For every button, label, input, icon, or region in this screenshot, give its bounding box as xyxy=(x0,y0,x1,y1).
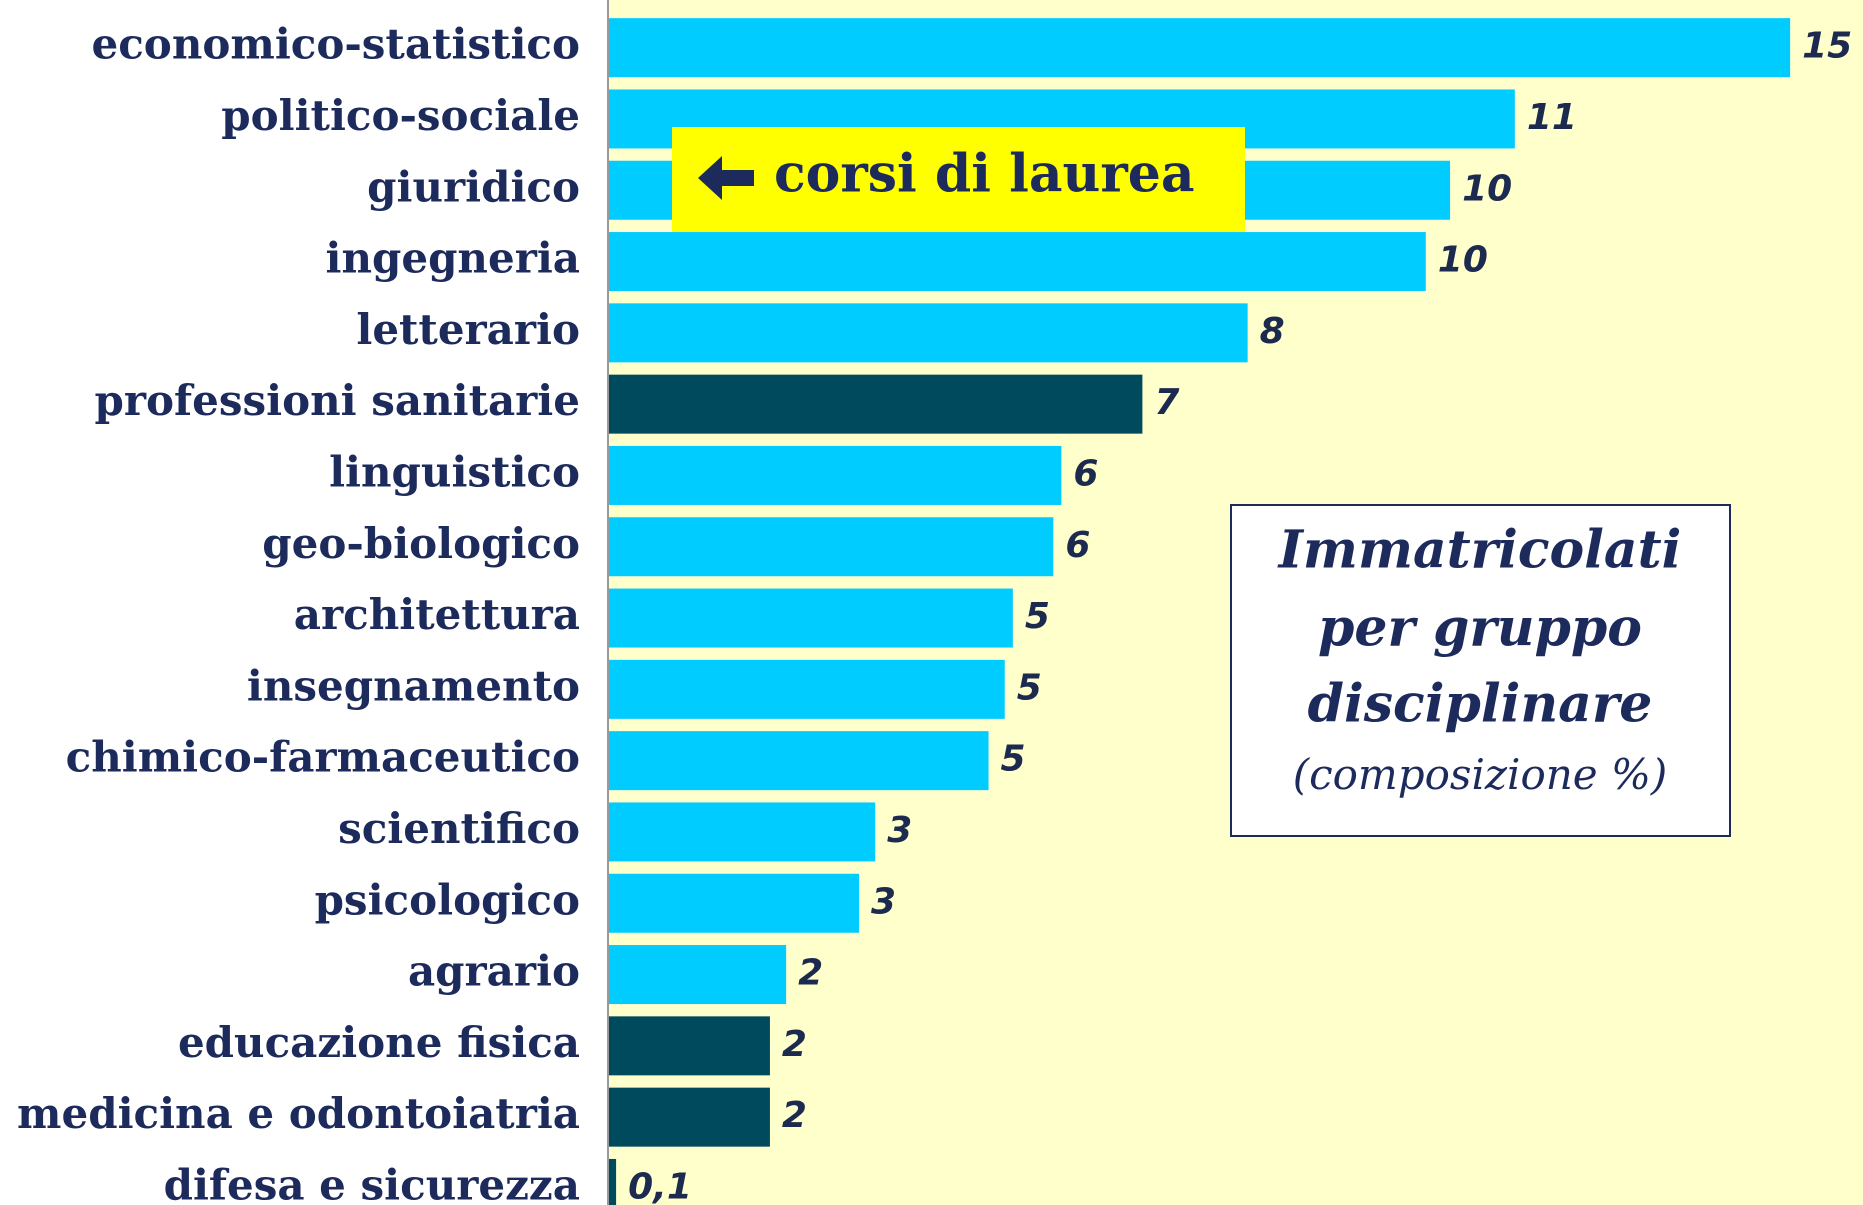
value-label: 3 xyxy=(887,810,912,851)
y-tick-label: educazione fisica xyxy=(178,1018,580,1067)
annotation: corsi di laurea xyxy=(672,127,1245,232)
y-tick-label: geo-biologico xyxy=(262,519,580,568)
value-label: 6 xyxy=(1065,525,1090,566)
value-label: 2 xyxy=(782,1095,807,1136)
bar xyxy=(608,232,1426,292)
y-tick-label: letterario xyxy=(356,305,580,354)
bar xyxy=(608,802,876,862)
bar xyxy=(608,517,1054,577)
bar xyxy=(608,588,1013,648)
bar xyxy=(608,445,1062,505)
bar xyxy=(608,873,859,933)
bar xyxy=(608,945,787,1005)
bar xyxy=(608,659,1005,719)
annotation-arrow xyxy=(698,156,754,200)
inset: Immatricolati per gruppo disciplinare (c… xyxy=(1230,504,1731,837)
y-tick-label: psicologico xyxy=(315,875,580,924)
bar xyxy=(608,1016,770,1076)
value-label: 10 xyxy=(1438,240,1488,281)
y-tick-label: giuridico xyxy=(367,162,580,211)
value-label: 2 xyxy=(782,1024,807,1065)
value-label: 5 xyxy=(1017,667,1042,708)
bar xyxy=(608,1087,770,1147)
value-label: 0,1 xyxy=(628,1166,692,1205)
inset-title: disciplinare xyxy=(1308,674,1653,735)
y-tick-label: insegnamento xyxy=(247,661,580,710)
value-label: 8 xyxy=(1260,311,1285,352)
y-tick-label: scientifico xyxy=(338,804,580,853)
annotation-box xyxy=(672,127,1245,232)
inset-subtitle: (composizione %) xyxy=(1293,750,1668,799)
y-tick-label: chimico-farmaceutico xyxy=(66,733,580,782)
value-label: 5 xyxy=(1001,739,1026,780)
value-label: 7 xyxy=(1154,382,1179,423)
inset-box xyxy=(1230,504,1731,837)
value-label: 15 xyxy=(1802,26,1852,67)
value-label: 2 xyxy=(798,953,823,994)
value-label: 3 xyxy=(871,881,896,922)
bar xyxy=(608,731,989,791)
bar xyxy=(608,1158,617,1205)
y-tick-label: economico-statistico xyxy=(92,20,580,69)
annotation-text: corsi di laurea xyxy=(774,144,1195,205)
bar xyxy=(608,303,1248,363)
value-label: 5 xyxy=(1025,596,1050,637)
y-tick-label: difesa e sicurezza xyxy=(164,1160,580,1205)
bar xyxy=(608,18,1791,78)
y-tick-label: architettura xyxy=(294,590,580,639)
y-tick-label: medicina e odontoiatria xyxy=(17,1089,580,1138)
y-tick-label: professioni sanitarie xyxy=(95,376,580,425)
value-label: 10 xyxy=(1462,168,1512,209)
inset-title: per gruppo xyxy=(1318,598,1642,659)
value-label: 11 xyxy=(1527,97,1577,138)
bar xyxy=(608,374,1143,434)
y-tick-label: agrario xyxy=(408,947,580,996)
y-tick-label: politico-sociale xyxy=(221,91,580,140)
value-label: 6 xyxy=(1073,453,1098,494)
y-tick-label: ingegneria xyxy=(325,234,580,283)
y-tick-label: linguistico xyxy=(329,447,580,496)
inset-title: Immatricolati xyxy=(1277,520,1682,581)
